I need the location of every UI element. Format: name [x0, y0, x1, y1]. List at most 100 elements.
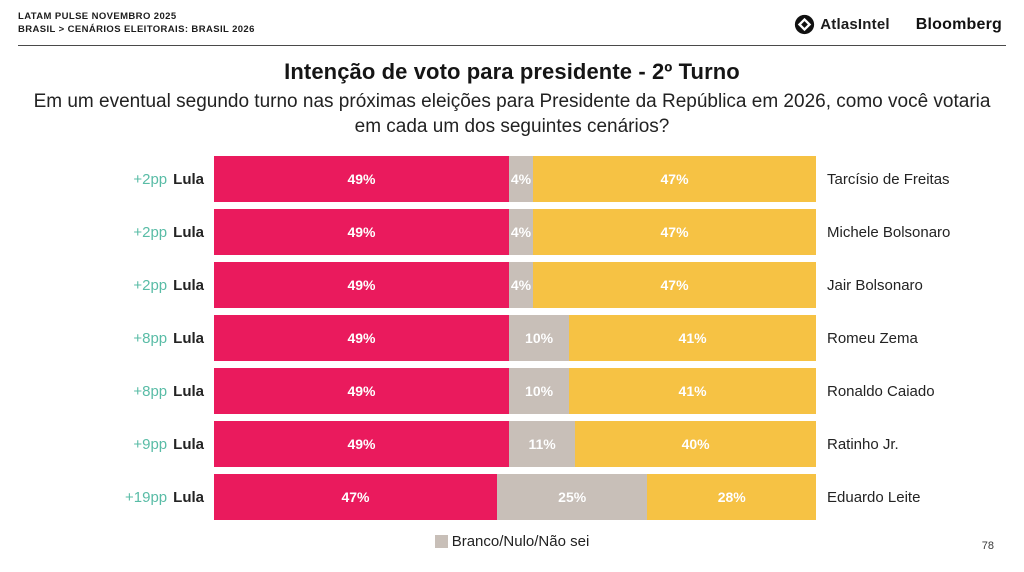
- leader-label: Lula: [173, 382, 204, 400]
- segment-value: 49%: [347, 383, 376, 399]
- bar-segment-opponent: 41%: [569, 315, 816, 361]
- opponent-name: Romeu Zema: [827, 329, 918, 347]
- stacked-bar: 49% 10% 41%: [214, 368, 816, 414]
- stacked-bar: 49% 11% 40%: [214, 421, 816, 467]
- advantage-label: +2pp: [133, 276, 168, 294]
- chart-row: +8pp Lula 49% 10% 41% Romeu Zema: [0, 315, 1024, 361]
- row-label: +19pp Lula: [0, 474, 214, 520]
- bar-segment-branco-nulo: 4%: [508, 262, 534, 308]
- atlasintel-icon: [794, 14, 815, 35]
- breadcrumb: BRASIL > CENÁRIOS ELEITORAIS: BRASIL 202…: [18, 24, 255, 35]
- segment-value: 41%: [678, 383, 707, 399]
- report-title: LATAM PULSE NOVEMBRO 2025: [18, 11, 177, 22]
- stacked-bar: 49% 4% 47%: [214, 209, 816, 255]
- header-logos: AtlasIntel Bloomberg: [794, 10, 1002, 35]
- segment-value: 40%: [681, 436, 710, 452]
- advantage-label: +9pp: [133, 435, 168, 453]
- advantage-label: +2pp: [133, 170, 168, 188]
- segment-value: 4%: [510, 171, 532, 187]
- chart-rows: +2pp Lula 49% 4% 47% Tarcísio de Freitas…: [0, 156, 1024, 520]
- atlasintel-logo: AtlasIntel: [794, 14, 890, 35]
- bar-segment-lula: 49%: [214, 315, 509, 361]
- bar-segment-lula: 47%: [214, 474, 497, 520]
- header: LATAM PULSE NOVEMBRO 2025 BRASIL > CENÁR…: [0, 0, 1024, 45]
- chart-row: +2pp Lula 49% 4% 47% Tarcísio de Freitas: [0, 156, 1024, 202]
- leader-label: Lula: [173, 223, 204, 241]
- row-label: +9pp Lula: [0, 421, 214, 467]
- opponent-name: Jair Bolsonaro: [827, 276, 923, 294]
- bar-segment-opponent: 40%: [575, 421, 816, 467]
- segment-value: 47%: [660, 171, 689, 187]
- stacked-bar: 47% 25% 28%: [214, 474, 816, 520]
- stacked-bar: 49% 4% 47%: [214, 156, 816, 202]
- advantage-label: +2pp: [133, 223, 168, 241]
- segment-value: 10%: [525, 330, 554, 346]
- bar-segment-lula: 49%: [214, 421, 509, 467]
- segment-value: 49%: [347, 330, 376, 346]
- leader-label: Lula: [173, 435, 204, 453]
- stacked-bar: 49% 4% 47%: [214, 262, 816, 308]
- segment-value: 25%: [558, 489, 587, 505]
- leader-label: Lula: [173, 170, 204, 188]
- advantage-label: +8pp: [133, 382, 168, 400]
- segment-value: 4%: [510, 224, 532, 240]
- bar-segment-lula: 49%: [214, 368, 509, 414]
- bar-segment-lula: 49%: [214, 262, 509, 308]
- row-label: +2pp Lula: [0, 262, 214, 308]
- opponent-name: Michele Bolsonaro: [827, 223, 951, 241]
- segment-value: 49%: [347, 277, 376, 293]
- legend-swatch: [434, 535, 448, 548]
- opponent-name: Ratinho Jr.: [827, 435, 899, 453]
- bloomberg-wordmark: Bloomberg: [915, 15, 1002, 33]
- opponent-name: Ronaldo Caiado: [827, 382, 935, 400]
- header-divider: [18, 45, 1006, 46]
- bar-segment-opponent: 47%: [533, 156, 816, 202]
- segment-value: 47%: [660, 224, 689, 240]
- chart-row: +8pp Lula 49% 10% 41% Ronaldo Caiado: [0, 368, 1024, 414]
- stacked-bar: 49% 10% 41%: [214, 315, 816, 361]
- row-label: +2pp Lula: [0, 156, 214, 202]
- segment-value: 41%: [678, 330, 707, 346]
- legend-label: Branco/Nulo/Não sei: [451, 533, 590, 550]
- segment-value: 49%: [347, 171, 376, 187]
- chart-row: +2pp Lula 49% 4% 47% Michele Bolsonaro: [0, 209, 1024, 255]
- segment-value: 28%: [717, 489, 746, 505]
- leader-label: Lula: [173, 329, 204, 347]
- row-label: +8pp Lula: [0, 368, 214, 414]
- bar-segment-branco-nulo: 25%: [496, 474, 648, 520]
- opponent-name: Tarcísio de Freitas: [827, 170, 950, 188]
- segment-value: 11%: [528, 436, 556, 452]
- chart-row: +19pp Lula 47% 25% 28% Eduardo Leite: [0, 474, 1024, 520]
- bar-segment-branco-nulo: 4%: [508, 209, 534, 255]
- segment-value: 4%: [510, 277, 532, 293]
- bar-segment-opponent: 28%: [647, 474, 816, 520]
- segment-value: 47%: [341, 489, 370, 505]
- page-number: 78: [981, 540, 994, 552]
- chart-title: Intenção de voto para presidente - 2º Tu…: [284, 59, 740, 84]
- advantage-label: +8pp: [133, 329, 168, 347]
- chart-row: +9pp Lula 49% 11% 40% Ratinho Jr.: [0, 421, 1024, 467]
- bar-segment-lula: 49%: [214, 209, 509, 255]
- header-text: LATAM PULSE NOVEMBRO 2025 BRASIL > CENÁR…: [18, 10, 255, 36]
- bar-segment-branco-nulo: 10%: [508, 315, 570, 361]
- opponent-name: Eduardo Leite: [827, 488, 921, 506]
- bar-segment-opponent: 41%: [569, 368, 816, 414]
- bar-segment-branco-nulo: 4%: [508, 156, 534, 202]
- bar-segment-branco-nulo: 10%: [508, 368, 570, 414]
- bar-segment-opponent: 47%: [533, 262, 816, 308]
- bar-segment-branco-nulo: 11%: [508, 421, 576, 467]
- bar-segment-opponent: 47%: [533, 209, 816, 255]
- row-label: +2pp Lula: [0, 209, 214, 255]
- segment-value: 47%: [660, 277, 689, 293]
- leader-label: Lula: [173, 488, 204, 506]
- atlasintel-wordmark: AtlasIntel: [820, 16, 890, 33]
- leader-label: Lula: [173, 276, 204, 294]
- segment-value: 10%: [525, 383, 554, 399]
- row-label: +8pp Lula: [0, 315, 214, 361]
- bar-segment-lula: 49%: [214, 156, 509, 202]
- segment-value: 49%: [347, 224, 376, 240]
- segment-value: 49%: [347, 436, 376, 452]
- chart-row: +2pp Lula 49% 4% 47% Jair Bolsonaro: [0, 262, 1024, 308]
- advantage-label: +19pp: [125, 488, 168, 506]
